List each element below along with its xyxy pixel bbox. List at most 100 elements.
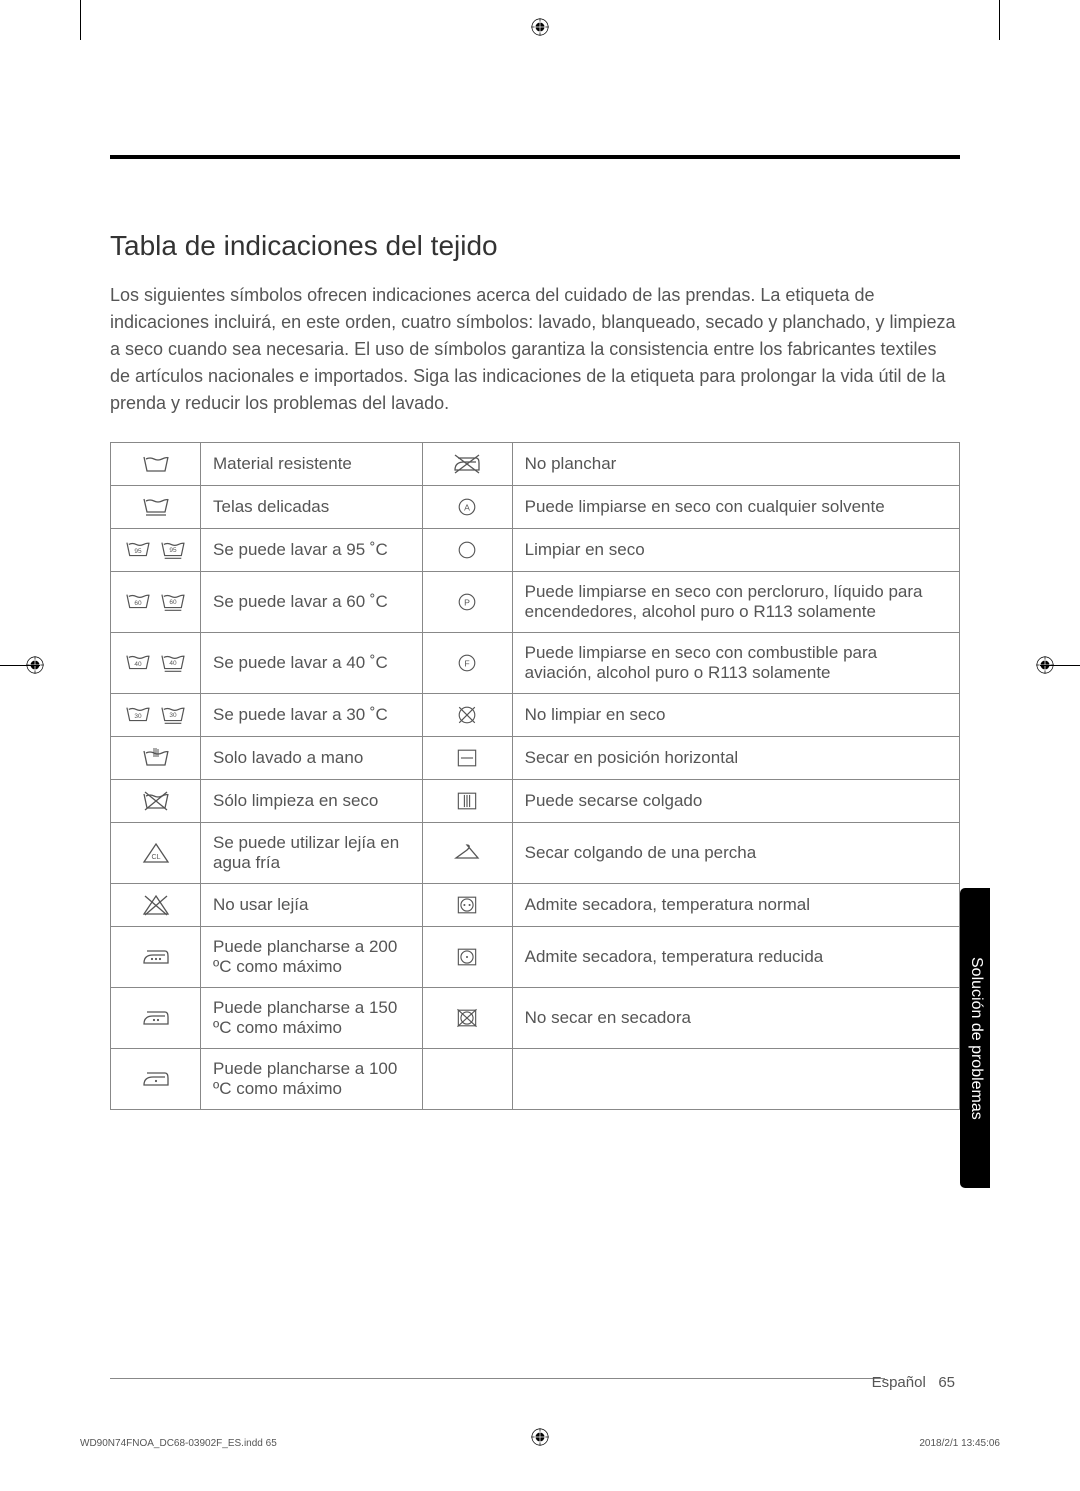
symbol-cell [422,1049,512,1110]
symbol-cell: P [422,572,512,633]
description-cell: Puede secarse colgado [512,780,959,823]
description-cell: Admite secadora, temperatura normal [512,884,959,927]
description-cell: No planchar [512,443,959,486]
table-row: 60 60Se puede lavar a 60 ˚CPPuede limpia… [111,572,960,633]
symbol-cell [422,927,512,988]
circle-f-icon: F [454,652,480,671]
description-cell: Se puede lavar a 95 ˚C [201,529,423,572]
description-cell: Puede limpiarse en seco con percloruro, … [512,572,959,633]
hand-wash-icon [139,747,173,766]
description-cell: Puede plancharse a 100 ºC como máximo [201,1049,423,1110]
square-circle-1dot-icon [454,946,480,965]
symbol-cell: F [422,633,512,694]
symbol-cell [422,694,512,737]
content: Tabla de indicaciones del tejido Los sig… [110,155,960,1110]
footer-filename: WD90N74FNOA_DC68-03902F_ES.indd 65 [80,1438,277,1449]
wash-40-pair-icon: 40 40 [123,652,188,671]
description-cell: Puede plancharse a 150 ºC como máximo [201,988,423,1049]
svg-text:40: 40 [135,661,143,668]
triangle-cross-icon [141,894,171,913]
svg-text:40: 40 [169,660,177,667]
svg-text:95: 95 [135,548,143,555]
footer-page: 65 [938,1374,955,1391]
symbol-cell: 95 95 [111,529,201,572]
description-cell: Limpiar en seco [512,529,959,572]
symbol-cell: A [422,486,512,529]
table-row: CL Se puede utilizar lejía en agua fría Se… [111,823,960,884]
symbol-cell [111,486,201,529]
page-title: Tabla de indicaciones del tejido [110,230,960,262]
footer-line [110,1378,885,1379]
description-cell: Puede plancharse a 200 ºC como máximo [201,927,423,988]
symbol-cell: 60 60 [111,572,201,633]
crop-mark [999,0,1000,40]
description-cell: Se puede lavar a 40 ˚C [201,633,423,694]
svg-text:60: 60 [135,600,143,607]
table-row: 30 30Se puede lavar a 30 ˚CNo limpiar en… [111,694,960,737]
hanger-icon [452,842,482,861]
symbol-cell [111,988,201,1049]
iron-3dot-icon [138,946,174,965]
description-cell: Material resistente [201,443,423,486]
svg-text:F: F [464,658,469,668]
square-cross-icon [454,1007,480,1026]
symbol-cell [111,1049,201,1110]
symbol-cell: 40 40 [111,633,201,694]
description-cell: Secar en posición horizontal [512,737,959,780]
symbol-cell [111,927,201,988]
square-vlines-icon [454,790,480,809]
description-cell: Se puede utilizar lejía en agua fría [201,823,423,884]
intro-text: Los siguientes símbolos ofrecen indicaci… [110,282,960,417]
table-row: Material resistente No planchar [111,443,960,486]
description-cell: No secar en secadora [512,988,959,1049]
reg-mark-bottom [531,1428,549,1446]
svg-text:CL: CL [151,854,160,861]
footer-timestamp: 2018/2/1 13:45:06 [919,1438,1000,1449]
svg-text:P: P [464,597,470,607]
wash-cross-icon [139,790,173,809]
crop-mark [1040,665,1080,666]
table-row: No usar lejía Admite secadora, temperatur… [111,884,960,927]
description-cell: Sólo limpieza en seco [201,780,423,823]
svg-text:30: 30 [135,713,143,720]
square-circle-2dot-icon [454,894,480,913]
iron-cross-icon [449,453,485,472]
crop-mark [0,665,40,666]
symbol-cell [422,737,512,780]
wash-tub-underline-icon [139,496,173,515]
table-row: 95 95 Se puede lavar a 95 ˚C Limpiar en se… [111,529,960,572]
symbol-cell [422,823,512,884]
page-footer: Español 65 [872,1374,955,1391]
wash-tub-icon [139,453,173,472]
symbol-cell [111,780,201,823]
circle-p-icon: P [454,591,480,610]
symbol-cell: CL [111,823,201,884]
description-cell: No usar lejía [201,884,423,927]
description-cell [512,1049,959,1110]
care-symbols-table: Material resistente No planchar Telas deli… [110,442,960,1110]
table-row: Sólo limpieza en seco Puede secarse colga… [111,780,960,823]
symbol-cell [111,443,201,486]
triangle-cl-icon: CL [141,842,171,861]
symbol-cell [422,443,512,486]
symbol-cell [111,737,201,780]
description-cell: Telas delicadas [201,486,423,529]
wash-60-pair-icon: 60 60 [123,591,188,610]
circle-cross-icon [454,704,480,723]
description-cell: Solo lavado a mano [201,737,423,780]
symbol-cell [111,884,201,927]
table-row: Puede plancharse a 100 ºC como máximo [111,1049,960,1110]
crop-mark [80,0,81,40]
reg-mark-top [531,18,549,36]
description-cell: Secar colgando de una percha [512,823,959,884]
symbol-cell [422,884,512,927]
symbol-cell: 30 30 [111,694,201,737]
wash-95-pair-icon: 95 95 [123,539,188,558]
svg-text:95: 95 [169,547,177,554]
iron-2dot-icon [138,1007,174,1026]
circle-empty-icon [454,539,480,558]
svg-text:A: A [464,502,470,512]
iron-1dot-icon [138,1068,174,1087]
description-cell: Puede limpiarse en seco con combustible … [512,633,959,694]
symbol-cell [422,529,512,572]
